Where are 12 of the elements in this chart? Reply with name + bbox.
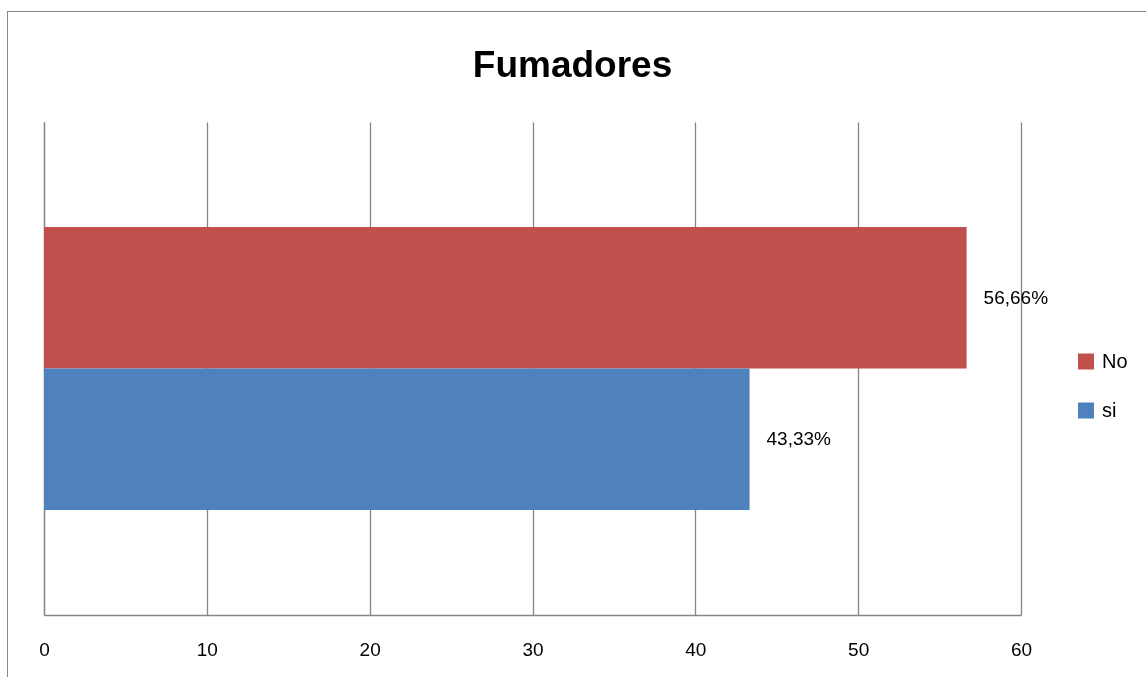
x-tick-label: 10 xyxy=(196,638,218,660)
chart-title: Fumadores xyxy=(472,44,673,85)
x-tick-label: 0 xyxy=(39,638,50,660)
x-tick-label: 50 xyxy=(848,638,870,660)
x-tick-label: 60 xyxy=(1010,638,1033,660)
x-tick-label: 30 xyxy=(522,638,544,660)
x-tick-label: 40 xyxy=(685,638,707,660)
x-tick-label: 20 xyxy=(359,638,381,660)
data-label: 56,66% xyxy=(983,286,1049,308)
data-label: 43,33% xyxy=(766,428,832,450)
legend-label: si xyxy=(1102,398,1117,421)
legend-label: No xyxy=(1102,349,1128,372)
